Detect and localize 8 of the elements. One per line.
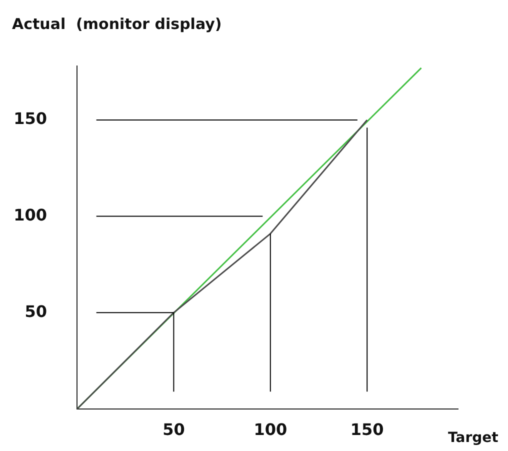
y-tick-label: 150 xyxy=(14,109,47,128)
x-tick-label: 100 xyxy=(254,420,288,439)
x-axis-title: Target xyxy=(448,430,499,446)
y-tick-label: 50 xyxy=(24,302,47,321)
y-tick-label: 100 xyxy=(14,205,47,224)
x-tick-label: 150 xyxy=(350,420,384,439)
x-tick-label: 50 xyxy=(162,420,185,439)
y-axis-title: Actual (monitor display) xyxy=(12,15,222,33)
